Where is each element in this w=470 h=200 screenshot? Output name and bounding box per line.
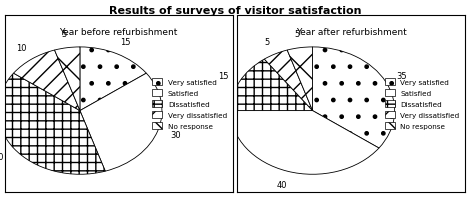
Wedge shape <box>55 48 80 111</box>
Wedge shape <box>80 74 162 171</box>
Legend: Very satisfied, Satisfied, Dissatisfied, Very dissatisfied, No response: Very satisfied, Satisfied, Dissatisfied,… <box>152 79 227 129</box>
Wedge shape <box>230 60 313 111</box>
Text: 40: 40 <box>276 180 287 189</box>
Text: Results of surveys of visitor satisfaction: Results of surveys of visitor satisfacti… <box>109 6 361 16</box>
Text: 15: 15 <box>120 38 131 47</box>
Text: 15: 15 <box>218 71 228 80</box>
Text: 5: 5 <box>294 30 299 39</box>
Text: 30: 30 <box>170 130 180 139</box>
Wedge shape <box>0 74 105 174</box>
Wedge shape <box>264 51 313 111</box>
Wedge shape <box>313 48 395 148</box>
Text: 5: 5 <box>62 30 67 39</box>
Legend: Very satisfied, Satisfied, Dissatisfied, Very dissatisfied, No response: Very satisfied, Satisfied, Dissatisfied,… <box>384 79 460 129</box>
Text: 5: 5 <box>265 38 270 47</box>
Text: 35: 35 <box>397 71 407 80</box>
Wedge shape <box>287 48 313 111</box>
Text: Year before refurbishment: Year before refurbishment <box>60 28 178 37</box>
Text: Year after refurbishment: Year after refurbishment <box>296 28 407 37</box>
Wedge shape <box>14 51 80 111</box>
Wedge shape <box>80 48 146 111</box>
Text: 10: 10 <box>16 44 26 53</box>
Wedge shape <box>230 111 379 174</box>
Text: 40: 40 <box>0 152 4 161</box>
